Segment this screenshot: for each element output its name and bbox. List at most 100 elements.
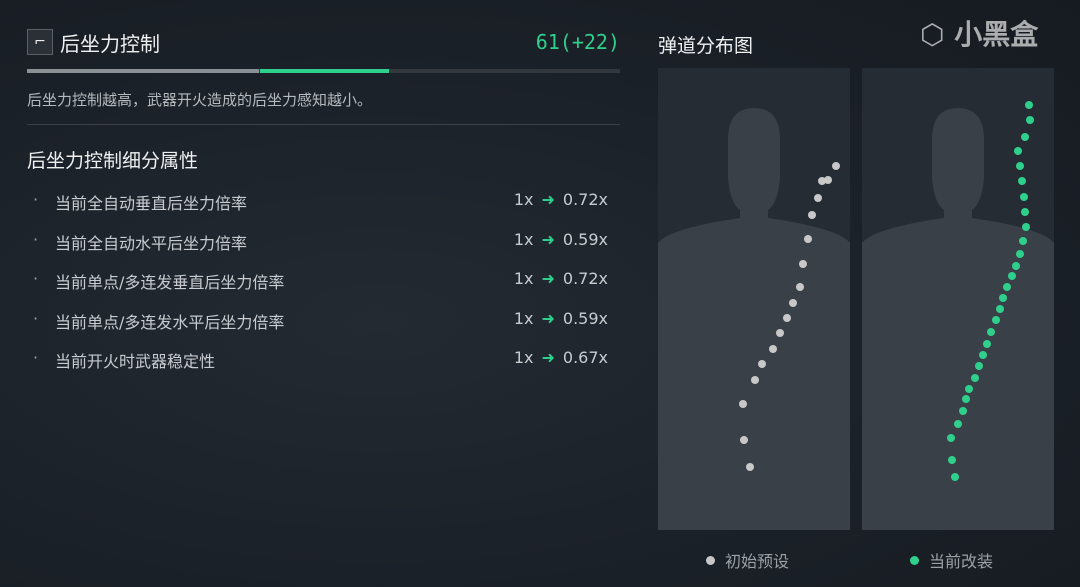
bullet-impact-dot [947,434,955,442]
target-silhouette [658,108,850,530]
bullet-impact-dot [740,436,748,444]
bullet-impact-dot [818,177,826,185]
attribute-label: 当前全自动垂直后坐力倍率 [55,194,248,213]
bullet-impact-dot [996,305,1004,313]
attribute-row: · 当前全自动垂直后坐力倍率 1x ➜ 0.72x [33,190,608,214]
from-value: 1x [513,348,534,367]
bullet-impact-dot [1021,133,1029,141]
bullet-impact-dot [992,316,1000,324]
bullet-impact-dot [814,194,822,202]
attribute-label: 当前单点/多连发水平后坐力倍率 [55,312,285,332]
attribute-label: 当前全自动水平后坐力倍率 [55,233,248,253]
watermark-logo-icon: ⬡ [920,18,955,51]
bullet-impact-dot [751,376,759,384]
from-value: 1x [513,229,534,249]
bullet: · [33,269,39,288]
pistol-icon: ⌐ [27,29,53,55]
bullet-impact-dot [769,345,777,353]
bullet-impact-dot [1026,116,1034,124]
attribute-label: 当前单点/多连发垂直后坐力倍率 [55,273,285,292]
bullet-impact-dot [808,211,816,219]
arrow-right-icon: ➜ [541,348,555,367]
attribute-value: 1x ➜ 0.72x [514,190,608,209]
ballistics-panel-current [862,68,1054,530]
bullet-impact-dot [959,407,967,415]
bullet-impact-dot [1016,162,1024,170]
bullet-impact-dot [1022,223,1030,231]
from-value: 1x [513,190,534,209]
bullet-impact-dot [799,260,807,268]
legend-initial: 初始预设 [706,548,789,572]
attribute-value: 1x ➜ 0.72x [514,269,608,288]
bullet-impact-dot [796,283,804,291]
attribute-label: 当前开火时武器稳定性 [55,352,216,371]
bullet-impact-dot [789,299,797,307]
attribute-value: 1x ➜ 0.59x [514,230,608,249]
bullet-impact-dot [832,162,840,170]
attribute-value: 1x ➜ 0.59x [514,309,608,328]
target-silhouette [862,108,1054,530]
bullet-impact-dot [776,329,784,337]
bullet-impact-dot [758,360,766,368]
bullet-impact-dot [971,374,979,382]
attribute-value: 1x ➜ 0.67x [514,348,608,367]
bullet-impact-dot [1014,147,1022,155]
legend-dot [910,555,919,565]
bullet-impact-dot [1008,272,1016,280]
watermark-logo: ⬡ 小黑盒 [920,18,1038,52]
to-value: 0.67x [562,348,608,367]
bullet-impact-dot [1020,193,1028,201]
legend-label: 初始预设 [725,552,790,571]
watermark-text: 小黑盒 [954,18,1039,51]
from-value: 1x [513,269,534,288]
bullet-impact-dot [1021,208,1029,216]
arrow-right-icon: ➜ [541,269,555,288]
attribute-row: · 当前全自动水平后坐力倍率 1x ➜ 0.59x [33,230,608,254]
bullet-impact-dot [783,314,791,322]
bullet: · [33,190,39,209]
bonus-fill [260,69,389,73]
to-value: 0.59x [562,308,608,328]
bullet-impact-dot [948,456,956,464]
to-value: 0.59x [562,229,608,249]
stat-progress-bar [27,69,620,73]
bullet-impact-dot [1025,101,1033,109]
bullet-impact-dot [975,362,983,370]
legend-current: 当前改装 [910,548,993,572]
bullet-impact-dot [746,463,754,471]
bullet: · [33,229,39,249]
bullet-impact-dot [962,395,970,403]
arrow-right-icon: ➜ [541,190,555,209]
bullet-impact-dot [824,176,832,184]
bullet-impact-dot [1019,237,1027,245]
bullet-impact-dot [983,340,991,348]
bullet-impact-dot [804,235,812,243]
bullet-impact-dot [999,294,1007,302]
arrow-right-icon: ➜ [541,229,555,249]
bullet-impact-dot [1012,262,1020,270]
arrow-right-icon: ➜ [541,308,555,328]
attribute-row: · 当前开火时武器稳定性 1x ➜ 0.67x [33,348,608,372]
from-value: 1x [513,308,534,328]
bullet: · [33,348,39,367]
bullet-impact-dot [979,351,987,359]
bullet: · [33,308,39,328]
stat-title: 后坐力控制 [60,32,160,56]
bullet-impact-dot [1016,250,1024,258]
ballistics-panel-initial [658,68,850,530]
bullet-impact-dot [987,328,995,336]
to-value: 0.72x [562,269,608,288]
bullet-impact-dot [1018,177,1026,185]
bullet-impact-dot [739,400,747,408]
to-value: 0.72x [562,190,608,209]
bullet-impact-dot [965,385,973,393]
divider [27,124,620,125]
stat-description: 后坐力控制越高，武器开火造成的后坐力感知越小。 [27,91,373,109]
attribute-row: · 当前单点/多连发垂直后坐力倍率 1x ➜ 0.72x [33,269,608,293]
ballistics-title: 弹道分布图 [658,35,754,57]
details-title: 后坐力控制细分属性 [27,150,199,172]
bullet-impact-dot [954,420,962,428]
attribute-row: · 当前单点/多连发水平后坐力倍率 1x ➜ 0.59x [33,309,608,333]
base-fill [27,69,259,73]
bullet-impact-dot [1003,283,1011,291]
